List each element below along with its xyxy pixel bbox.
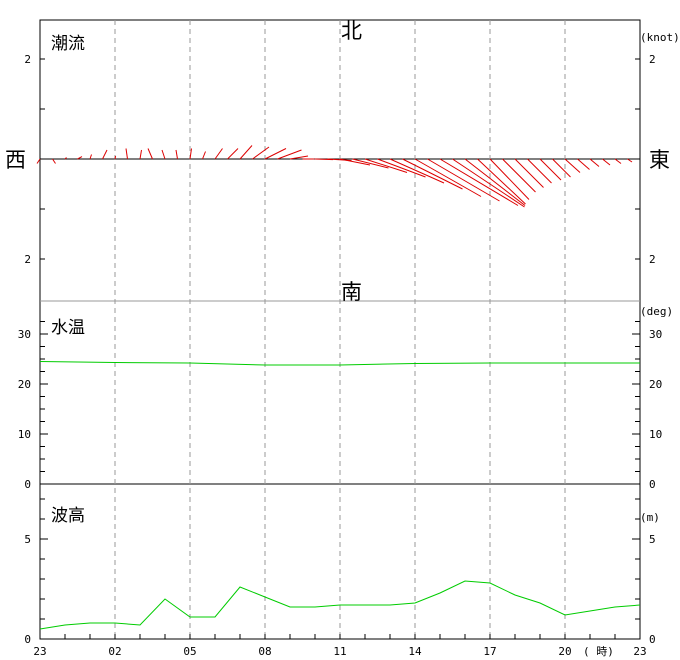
wave-panel-label: 波高 [51,506,85,526]
west-label: 西 [5,148,26,172]
x-tick-label: 23 [633,645,646,658]
current-vector [175,149,178,160]
wave-ytick-label-right: 0 [649,633,656,646]
current-vector [77,156,83,160]
wave-unit-label: (m) [640,511,660,524]
temp-ytick-label-right: 0 [649,478,656,491]
current-vector [202,151,206,160]
current-vector [589,158,600,167]
current-vector [277,149,302,160]
temp-ytick-label-right: 10 [649,428,662,441]
temp-ytick-label-left: 30 [18,328,31,341]
temp-ytick-label-right: 20 [649,378,662,391]
current-vector [552,158,571,178]
temp-panel-label: 水温 [51,318,85,338]
x-tick-label: 14 [408,645,422,658]
current-vector [52,158,56,164]
current-vector [339,158,371,166]
east-label: 東 [649,148,670,172]
current-vector [414,158,482,197]
current-vector [264,148,287,160]
current-vector [102,149,108,160]
current-unit-label: (knot) [640,31,680,44]
x-tick-label: 11 [333,645,346,658]
current-vector [389,158,445,184]
wave-height-line [39,580,641,630]
wave-ytick-label-right: 5 [649,533,656,546]
temp-unit-label: (deg) [640,305,673,318]
current-vector [125,148,128,160]
x-tick-labels: 23 02 05 08 11 14 17 20 23 [33,645,646,658]
north-label: 北 [341,19,362,43]
current-vectors [36,145,633,208]
current-vector [464,158,526,206]
current-vector [289,155,309,160]
current-vector [89,154,92,160]
current-vector [577,158,590,170]
vertical-gridlines [114,20,566,639]
current-vector [252,146,270,160]
current-vector [161,149,166,160]
temp-ytick-label-left: 0 [24,478,31,491]
current-vector [427,158,500,202]
current-vector [239,145,253,160]
current-ytick-right-top: 2 [649,53,656,66]
south-label: 南 [341,280,362,304]
current-vector [402,158,463,190]
current-vector [352,158,389,169]
current-vector [489,158,530,200]
x-tick-label: 20 [558,645,571,658]
x-tick-label: 02 [108,645,121,658]
current-vector [139,149,142,160]
current-vector [502,158,536,193]
current-vector [602,158,611,166]
x-tick-label: 17 [483,645,496,658]
current-panel-label: 潮流 [51,34,85,54]
current-vector [114,155,117,160]
water-temp-line [39,361,640,366]
current-vector [364,158,408,173]
current-vector [439,158,519,206]
current-vector [64,157,67,160]
x-tick-label: 05 [183,645,196,658]
current-ytick-left-top: 2 [24,53,31,66]
temp-ytick-label-left: 10 [18,428,31,441]
wave-ytick-labels: 0 0 5 5 [24,533,655,646]
wave-ytick-label-left: 5 [24,533,31,546]
current-vector [227,148,239,160]
x-unit-label: ( 時) [583,645,614,658]
current-ytick-left-bottom: 2 [24,253,31,266]
current-ytick-right-bottom: 2 [649,253,656,266]
temp-ytick-label-left: 20 [18,378,31,391]
temp-ytick-labels: 0 0 10 10 20 20 30 30 [18,328,663,491]
current-vector [627,158,633,163]
current-vector [514,158,544,188]
x-tick-label: 08 [258,645,271,658]
current-vector [477,158,526,205]
current-vector [377,158,426,178]
axis-ticks [39,58,641,640]
current-vector [452,158,525,208]
current-vector [564,158,581,173]
current-vector [36,158,41,164]
current-vector [539,158,562,181]
temp-ytick-label-right: 30 [649,328,662,341]
current-vector [614,158,622,164]
current-vector [189,148,192,160]
current-vector [147,148,153,160]
current-vector [527,158,552,184]
current-vector [214,148,223,160]
x-tick-label: 23 [33,645,46,658]
wave-ytick-label-left: 0 [24,633,31,646]
